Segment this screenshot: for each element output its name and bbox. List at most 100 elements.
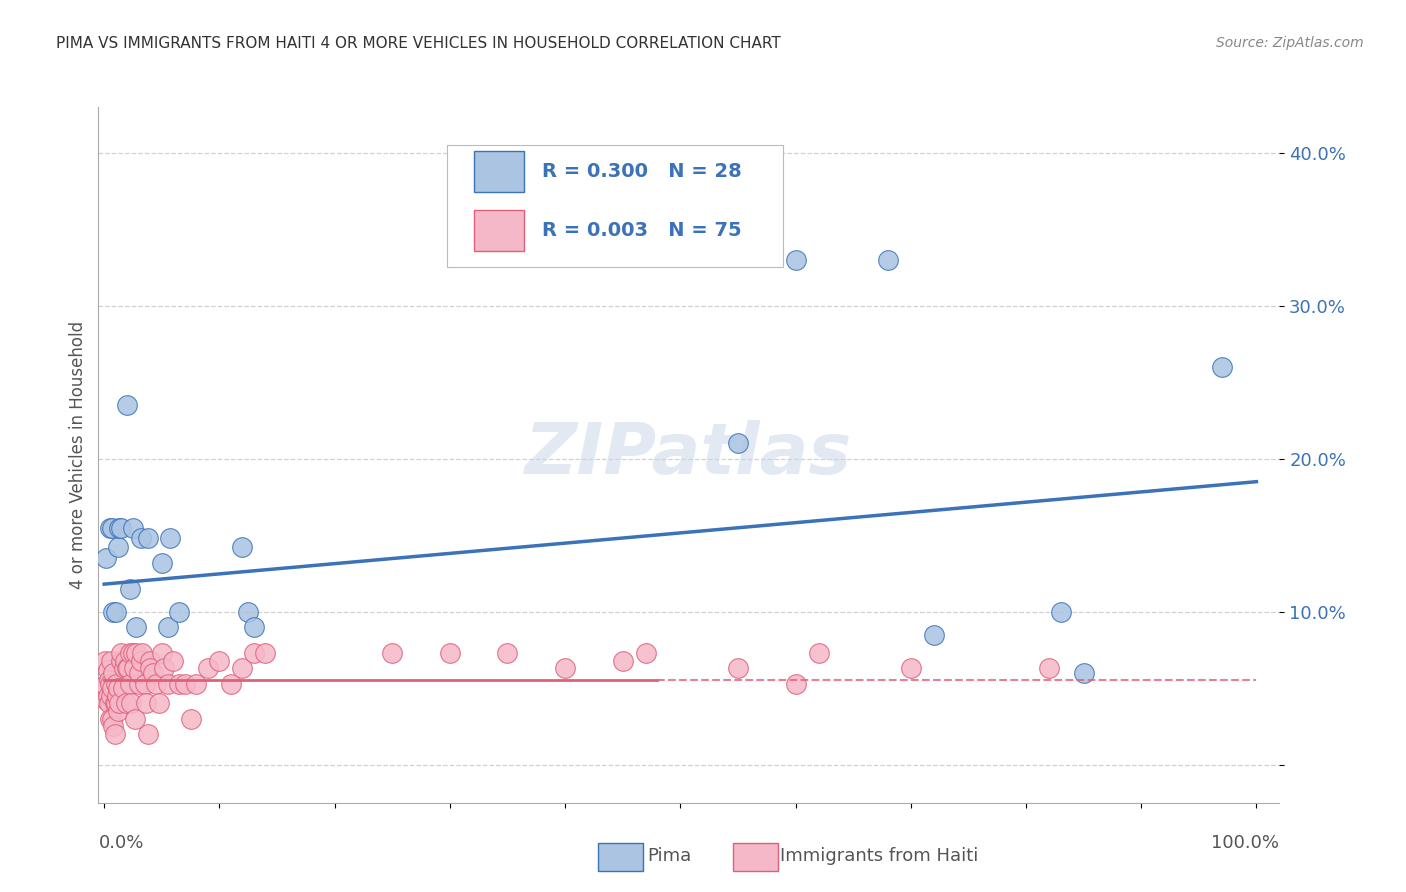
Point (122, 646, 145, 660)
Point (97, 673, 120, 688)
Point (1049, 605, 1071, 619)
Point (156, 676, 179, 690)
Point (125, 646, 148, 660)
Point (139, 654, 162, 668)
Point (110, 646, 132, 660)
FancyBboxPatch shape (733, 843, 778, 871)
Point (876, 252, 898, 267)
Point (110, 654, 132, 668)
FancyBboxPatch shape (598, 843, 643, 871)
Point (231, 661, 253, 675)
Point (128, 665, 150, 680)
Point (153, 661, 176, 675)
Point (103, 727, 125, 741)
Point (128, 676, 150, 690)
Point (219, 676, 242, 690)
Point (103, 665, 125, 680)
Point (922, 627, 945, 641)
Text: Pima: Pima (647, 847, 690, 865)
Point (496, 646, 519, 660)
Text: 100.0%: 100.0% (1212, 834, 1279, 852)
Text: R = 0.300   N = 28: R = 0.300 N = 28 (543, 161, 742, 181)
Point (114, 654, 136, 668)
Point (103, 605, 125, 619)
Point (112, 661, 135, 675)
Point (1211, 359, 1233, 374)
Point (100, 654, 122, 668)
Point (96, 693, 118, 707)
Point (139, 661, 162, 675)
Point (148, 697, 170, 711)
Point (785, 676, 807, 690)
Point (727, 661, 749, 675)
Point (136, 531, 159, 545)
Point (104, 605, 127, 619)
Point (118, 646, 141, 660)
Point (124, 712, 146, 726)
Point (807, 646, 830, 660)
Point (156, 620, 179, 634)
Point (100, 689, 122, 703)
Point (97, 689, 120, 703)
Y-axis label: 4 or more Vehicles in Household: 4 or more Vehicles in Household (69, 321, 87, 589)
Point (103, 697, 125, 711)
Point (108, 697, 131, 711)
Text: Source: ZipAtlas.com: Source: ZipAtlas.com (1216, 36, 1364, 50)
Point (150, 646, 173, 660)
Point (117, 661, 139, 675)
Point (727, 436, 749, 450)
Point (208, 654, 231, 668)
Point (381, 646, 404, 660)
Point (111, 681, 134, 695)
Point (173, 676, 195, 690)
Point (634, 646, 657, 660)
Text: PIMA VS IMMIGRANTS FROM HAITI 4 OR MORE VEHICLES IN HOUSEHOLD CORRELATION CHART: PIMA VS IMMIGRANTS FROM HAITI 4 OR MORE … (56, 36, 780, 51)
Point (135, 697, 157, 711)
Point (104, 697, 127, 711)
Text: 0.0%: 0.0% (98, 834, 143, 852)
Text: ZIPatlas: ZIPatlas (526, 420, 852, 490)
Point (107, 541, 129, 555)
Point (103, 719, 125, 733)
Point (1038, 661, 1060, 675)
Point (186, 676, 208, 690)
Point (162, 654, 184, 668)
Point (167, 676, 190, 690)
Point (115, 398, 138, 412)
Text: R = 0.003   N = 75: R = 0.003 N = 75 (543, 221, 742, 240)
Point (159, 531, 181, 545)
Point (110, 520, 132, 534)
Point (101, 712, 124, 726)
Point (96, 551, 118, 566)
Point (134, 676, 156, 690)
Point (125, 620, 148, 634)
Point (118, 582, 141, 596)
Point (122, 520, 145, 534)
Point (900, 661, 922, 675)
Point (129, 654, 152, 668)
Point (1073, 665, 1095, 680)
Point (115, 697, 138, 711)
Point (167, 605, 190, 619)
Point (97, 663, 120, 677)
Point (115, 661, 138, 675)
Point (107, 681, 129, 695)
Point (243, 646, 266, 660)
FancyBboxPatch shape (474, 210, 523, 251)
Point (254, 646, 277, 660)
FancyBboxPatch shape (474, 151, 523, 192)
Point (554, 661, 576, 675)
Point (98, 676, 121, 690)
Point (136, 727, 159, 741)
Point (107, 704, 129, 718)
Point (197, 661, 219, 675)
FancyBboxPatch shape (447, 145, 783, 267)
Point (231, 541, 253, 555)
Point (94, 678, 117, 692)
Point (101, 520, 124, 534)
Point (101, 681, 124, 695)
Point (98, 520, 121, 534)
Point (105, 689, 128, 703)
Point (118, 676, 141, 690)
Text: Immigrants from Haiti: Immigrants from Haiti (780, 847, 979, 865)
